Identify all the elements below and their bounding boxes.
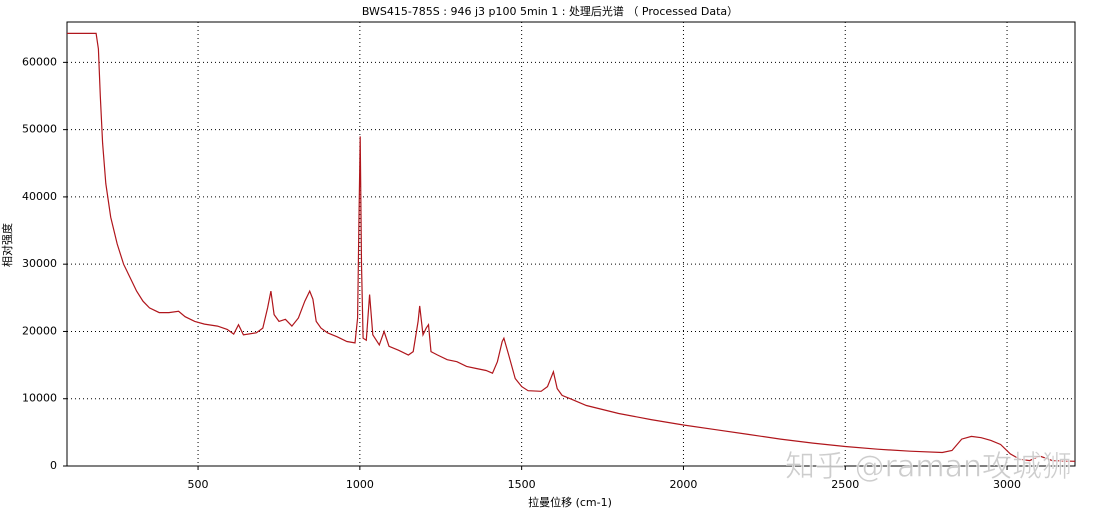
x-tick-label: 2500: [831, 478, 859, 491]
spectrum-line: [67, 32, 1076, 462]
x-tick-label: 1500: [508, 478, 536, 491]
watermark: 知乎 @raman攻城狮: [785, 450, 1072, 485]
y-tick-label: 40000: [22, 190, 57, 203]
y-tick-label: 20000: [22, 324, 57, 337]
x-tick-label: 500: [188, 478, 209, 491]
y-tick-label: 60000: [22, 55, 57, 68]
y-tick-label: 10000: [22, 392, 57, 405]
x-tick-label: 1000: [346, 478, 374, 491]
y-axis-label: 相对强度: [0, 223, 14, 267]
x-axis-label: 拉曼位移 (cm-1): [528, 495, 612, 509]
chart-title: BWS415-785S : 946 j3 p100 5min 1 : 处理后光谱…: [362, 4, 738, 18]
y-tick-label: 50000: [22, 123, 57, 136]
x-tick-label: 3000: [993, 478, 1021, 491]
y-tick-label: 0: [50, 459, 57, 472]
y-tick-label: 30000: [22, 257, 57, 270]
x-tick-label: 2000: [669, 478, 697, 491]
